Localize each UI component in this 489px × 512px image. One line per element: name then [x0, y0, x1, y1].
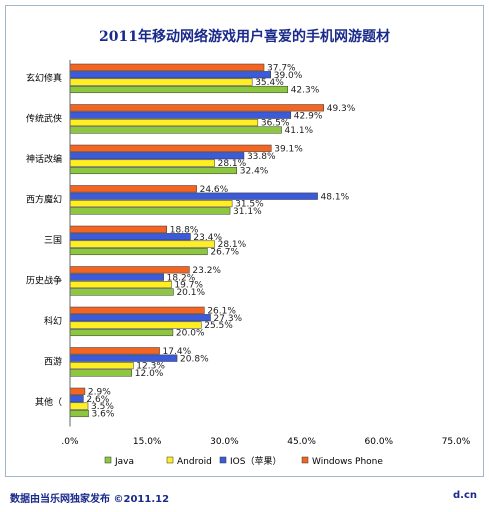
bar: [69, 111, 292, 119]
bar: [69, 314, 211, 322]
data-label: 42.3%: [291, 86, 320, 96]
data-label: 49.3%: [327, 104, 356, 114]
legend-label: Java: [114, 457, 134, 467]
bar: [69, 281, 172, 289]
data-label: 37.7%: [267, 63, 296, 73]
bar: [69, 71, 271, 79]
bar: [69, 306, 205, 314]
bar: [69, 273, 164, 281]
category-label: 传统武侠: [26, 113, 62, 125]
bar: [69, 225, 168, 233]
data-label: 28.1%: [218, 240, 247, 250]
bar-chart: 玄幻修真 37.7%39.0%35.4% 42.3% 传统武侠 49.3% 42.9% 36…: [26, 60, 471, 467]
data-label: 2.9%: [88, 387, 111, 397]
data-label: 17.4%: [163, 347, 192, 357]
bar: [69, 266, 190, 274]
bar: [69, 240, 215, 248]
data-label: 25.5%: [204, 321, 233, 331]
category-label: 玄幻修真: [26, 72, 62, 84]
bar: [69, 387, 86, 395]
data-label: 41.1%: [285, 126, 314, 136]
category-label: 科幻: [44, 315, 62, 327]
legend-swatch: [301, 456, 309, 464]
data-label: 31.5%: [235, 200, 264, 210]
bar: [69, 85, 288, 94]
bar: [69, 354, 178, 362]
data-label: 23.4%: [193, 233, 222, 243]
data-label: 33.8%: [247, 152, 276, 162]
legend-swatch: [104, 456, 112, 464]
data-label: 35.4%: [255, 78, 284, 88]
data-label: 36.5%: [261, 119, 290, 129]
bar: [69, 207, 231, 215]
x-tick-label: 45.0%: [287, 437, 316, 447]
legend-label: Android: [177, 457, 212, 467]
bar: [69, 321, 202, 329]
data-label: 27.3%: [214, 314, 243, 324]
category-label: 历史战争: [26, 275, 62, 287]
legend-swatch: [166, 456, 174, 464]
data-label: 26.7%: [210, 248, 239, 258]
bar: [69, 362, 134, 370]
data-label: 3.6%: [92, 410, 115, 420]
bar: [69, 119, 259, 127]
bar: [69, 200, 233, 208]
data-label: 18.8%: [170, 225, 199, 235]
bar: [69, 63, 265, 71]
bar: [69, 395, 84, 403]
category-label: 三国: [44, 235, 62, 246]
source-note: 数据由当乐网独家发布 ©2011.12: [10, 494, 170, 505]
legend-label: Windows Phone: [312, 457, 383, 467]
bar: [69, 166, 238, 175]
bar: [69, 247, 208, 256]
chart-title: 2011年移动网络游戏用户喜爱的手机网游题材: [99, 29, 390, 45]
bar: [69, 78, 253, 86]
bar: [69, 185, 197, 193]
category-label: 西方魔幻: [26, 194, 62, 206]
data-label: 12.0%: [135, 369, 164, 379]
x-tick-label: 75.0%: [442, 437, 471, 447]
data-label: 20.0%: [176, 329, 205, 339]
bar: [69, 402, 89, 410]
bar: [69, 159, 215, 167]
bar: [69, 152, 245, 160]
data-label: 20.1%: [176, 288, 205, 298]
data-label: 48.1%: [321, 192, 350, 202]
bar: [69, 409, 89, 418]
x-tick-label: 60.0%: [365, 437, 394, 447]
category-label: 西游: [44, 356, 62, 368]
legend-swatch: [219, 456, 227, 464]
data-label: 42.9%: [294, 111, 323, 121]
category-label: 神话改编: [26, 153, 62, 165]
bar: [69, 192, 318, 200]
site-label: d.cn: [452, 490, 477, 501]
data-label: 24.6%: [200, 185, 229, 195]
legend-label: IOS（苹果）: [230, 455, 281, 467]
bar: [69, 126, 282, 134]
data-label: 26.1%: [207, 306, 236, 316]
data-label: 32.4%: [240, 167, 269, 177]
bar: [69, 233, 191, 241]
bar: [69, 144, 272, 152]
data-label: 23.2%: [192, 266, 221, 276]
data-label: 20.8%: [180, 354, 209, 364]
x-tick-label: 15.0%: [133, 437, 162, 447]
bar: [69, 104, 324, 112]
category-label: 其他（: [35, 396, 62, 408]
data-label: 19.7%: [174, 281, 203, 291]
x-tick-label: .0%: [61, 437, 79, 447]
bar: [69, 288, 174, 296]
data-label: 31.1%: [233, 207, 262, 217]
x-tick-label: 30.0%: [210, 437, 239, 447]
bar: [69, 347, 160, 355]
data-label: 39.0%: [274, 71, 303, 81]
data-label: 3.5%: [91, 402, 114, 412]
bar: [69, 369, 133, 377]
data-label: 39.1%: [274, 144, 303, 154]
bar: [69, 328, 174, 337]
data-label: 18.2%: [167, 273, 196, 283]
data-label: 28.1%: [218, 159, 247, 169]
data-label: 2.6%: [86, 395, 109, 405]
data-label: 12.3%: [136, 362, 165, 372]
